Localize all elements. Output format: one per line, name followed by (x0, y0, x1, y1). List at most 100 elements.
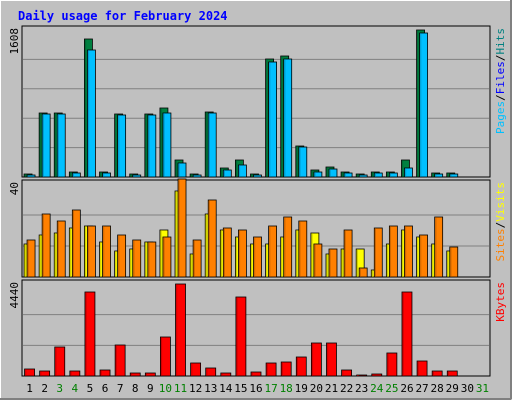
bar-sites-day-27 (419, 234, 428, 278)
series-sites (26, 178, 459, 278)
bar-kbytes-day-23 (356, 374, 368, 377)
x-tick-label-day-30: 30 (461, 382, 474, 395)
series-files (26, 32, 459, 178)
bar-kbytes-day-12 (190, 362, 202, 377)
x-tick-label-day-13: 13 (204, 382, 217, 395)
bar-sites-day-9 (147, 241, 157, 278)
bar-sites-day-11 (177, 178, 187, 278)
bar-sites-day-2 (41, 213, 51, 278)
bar-files-day-6 (102, 172, 111, 178)
legend-entry: Hits (494, 28, 507, 55)
bar-kbytes-day-1 (24, 368, 35, 377)
x-tick-label-day-5: 5 (87, 382, 94, 395)
y-max-label: 4440 (8, 282, 21, 309)
x-tick-label-day-22: 22 (340, 382, 353, 395)
bar-files-day-27 (419, 32, 428, 178)
bar-kbytes-day-15 (235, 296, 247, 377)
bar-kbytes-day-14 (220, 372, 232, 377)
legend-entry: Sites (494, 228, 507, 261)
bar-files-day-17 (268, 61, 277, 178)
bar-sites-day-21 (328, 248, 338, 278)
x-tick-label-day-10: 10 (159, 382, 172, 395)
bar-files-day-26 (404, 167, 413, 178)
x-tick-label-day-27: 27 (415, 382, 428, 395)
bar-sites-day-22 (343, 229, 353, 278)
x-tick-label-day-25: 25 (385, 382, 398, 395)
bar-files-day-18 (283, 58, 293, 178)
bar-sites-day-13 (207, 199, 217, 278)
y-max-label: 1608 (8, 28, 21, 55)
bar-files-day-8 (132, 174, 142, 178)
bar-kbytes-day-22 (341, 369, 352, 377)
bar-sites-day-14 (222, 227, 232, 278)
bar-files-day-5 (87, 49, 96, 178)
bar-files-day-24 (373, 172, 383, 178)
bar-kbytes-day-20 (310, 342, 322, 377)
bar-kbytes-day-13 (205, 367, 217, 377)
bar-kbytes-day-17 (265, 362, 277, 377)
legend-entry: Visits (494, 182, 507, 222)
bar-sites-day-17 (268, 225, 277, 278)
bar-sites-day-7 (117, 234, 127, 278)
bar-sites-day-12 (192, 239, 202, 278)
x-tick-label-day-4: 4 (72, 382, 79, 395)
x-tick-label-day-29: 29 (446, 382, 459, 395)
x-tick-label-day-23: 23 (355, 382, 368, 395)
x-tick-label-day-26: 26 (400, 382, 413, 395)
x-tick-label-day-12: 12 (189, 382, 202, 395)
x-tick-label-day-3: 3 (56, 382, 63, 395)
bar-files-day-22 (343, 172, 353, 178)
x-axis-day-labels: 1 2 3 4 5 6 7 8 9 10 11 12 13 14 15 16 17 18 19 20 21 22 23 24 2… (26, 382, 489, 395)
bar-kbytes-day-16 (250, 371, 262, 377)
bar-sites-day-23 (358, 267, 368, 278)
bar-sites-day-29 (449, 246, 459, 278)
x-tick-label-day-1: 1 (26, 382, 33, 395)
bar-files-day-3 (56, 113, 66, 178)
bar-sites-day-4 (71, 209, 81, 278)
bar-sites-day-19 (298, 220, 308, 278)
bar-sites-day-1 (26, 239, 36, 278)
bar-kbytes-day-7 (114, 344, 126, 377)
bar-kbytes-day-10 (160, 336, 171, 377)
bar-kbytes-day-28 (431, 370, 443, 377)
bar-files-day-14 (222, 169, 232, 178)
x-tick-label-day-9: 9 (147, 382, 154, 395)
bar-files-day-4 (71, 172, 81, 178)
x-tick-label-day-16: 16 (249, 382, 262, 395)
x-tick-label-day-31: 31 (476, 382, 489, 395)
bar-files-day-25 (388, 172, 398, 178)
bar-files-day-29 (449, 173, 459, 178)
bar-kbytes-day-9 (144, 372, 156, 377)
x-tick-label-day-24: 24 (370, 382, 384, 395)
bar-files-day-1 (26, 174, 36, 178)
x-tick-label-day-20: 20 (310, 382, 323, 395)
bar-sites-day-5 (87, 225, 96, 278)
bar-sites-day-26 (404, 225, 413, 278)
bar-files-day-9 (147, 114, 157, 178)
legend-entry: / (494, 55, 507, 62)
bar-files-day-12 (192, 174, 202, 178)
x-tick-label-day-17: 17 (264, 382, 277, 395)
bar-files-day-15 (238, 164, 247, 178)
bar-sites-day-20 (313, 243, 323, 278)
bar-kbytes-day-18 (280, 361, 292, 377)
x-tick-label-day-19: 19 (295, 382, 308, 395)
visits-panel: 40 Sites/Visits (8, 178, 507, 278)
bar-files-day-28 (434, 173, 444, 178)
chart-title: Daily usage for February 2024 (18, 9, 228, 23)
bar-kbytes-day-11 (175, 283, 186, 377)
x-tick-label-day-14: 14 (219, 382, 233, 395)
legend-entry: Pages (494, 101, 507, 134)
panel-legend: KBytes (494, 282, 507, 322)
bar-sites-day-16 (253, 236, 262, 278)
bar-sites-day-15 (238, 229, 247, 278)
y-max-label: 40 (8, 182, 21, 195)
bar-kbytes-day-4 (69, 370, 81, 377)
bar-kbytes-day-19 (295, 356, 307, 377)
bar-kbytes-day-25 (386, 352, 398, 377)
bar-files-day-13 (207, 112, 217, 178)
bar-files-day-21 (328, 168, 338, 178)
bar-kbytes-day-26 (401, 291, 413, 377)
